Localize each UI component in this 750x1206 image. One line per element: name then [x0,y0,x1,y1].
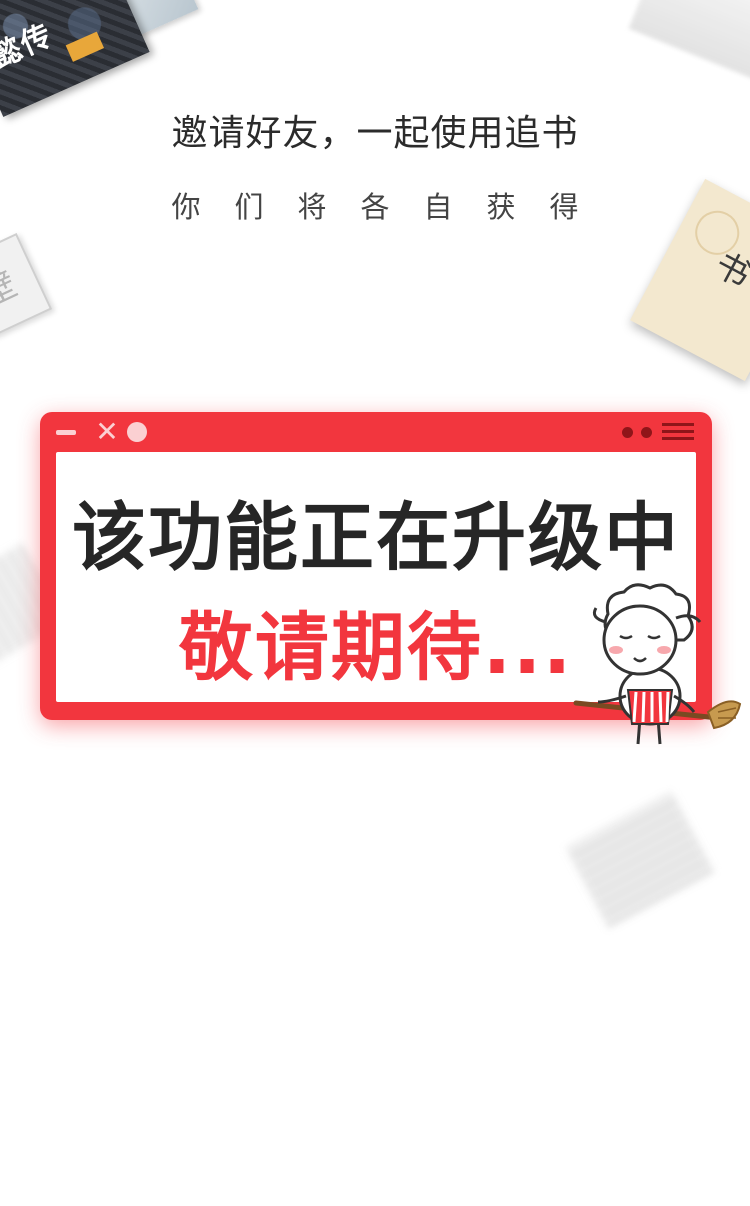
book-cover-decoration: 懿传 [0,0,150,117]
invite-headline: 邀请好友，一起使用追书 [171,113,579,154]
upgrade-message: 该功能正在升级中 [72,495,680,581]
dot-icon [622,427,633,438]
sheep-sweeping-icon [573,583,742,745]
book-cover-glyph: 壁 [0,264,23,316]
maximize-icon [127,422,147,442]
dot-icon [641,427,652,438]
upgrade-notice-window: ✕ 该功能正在升级中 敬请期待... [40,412,712,720]
minimize-icon [56,430,76,435]
book-cover-decoration: 壁 [0,233,53,351]
blurred-book-decoration [565,792,715,928]
coming-soon-message: 敬请期待... [178,605,574,691]
menu-icon [662,423,694,443]
book-cover-decoration [628,0,750,85]
close-icon: ✕ [95,415,119,448]
notice-body: 该功能正在升级中 敬请期待... [56,452,696,702]
invite-subline: 你们将各自获得 [171,190,613,224]
